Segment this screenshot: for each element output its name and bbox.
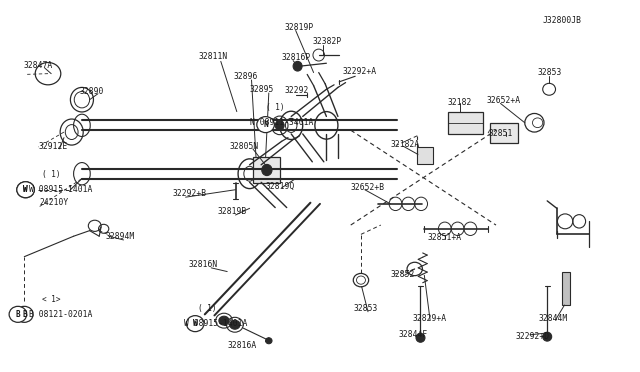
Text: 32894M: 32894M (106, 232, 135, 241)
Text: 32853: 32853 (538, 68, 562, 77)
Ellipse shape (15, 306, 33, 323)
Text: ( 1): ( 1) (198, 304, 217, 313)
Text: 32853: 32853 (354, 304, 378, 313)
Text: 32851: 32851 (488, 129, 513, 138)
Ellipse shape (266, 338, 272, 344)
Text: ( 1): ( 1) (266, 103, 284, 112)
Bar (490, 123, 518, 143)
Ellipse shape (230, 320, 240, 329)
Bar (562, 272, 570, 305)
Text: 32847A: 32847A (24, 61, 53, 70)
Text: 32811N: 32811N (198, 52, 228, 61)
Text: W 08915-1401A: W 08915-1401A (29, 185, 92, 194)
Ellipse shape (543, 332, 552, 341)
Ellipse shape (257, 116, 275, 133)
Text: B: B (15, 310, 20, 319)
Ellipse shape (219, 316, 229, 325)
Text: 32829+A: 32829+A (413, 314, 447, 323)
Text: 32182: 32182 (448, 98, 472, 107)
Text: 32292+A: 32292+A (342, 67, 376, 76)
Text: 32652+B: 32652+B (351, 183, 385, 192)
Text: 32382P: 32382P (312, 37, 342, 46)
Text: W 08915-1401A: W 08915-1401A (184, 319, 248, 328)
Text: W: W (23, 185, 28, 194)
Text: 32844M: 32844M (539, 314, 568, 323)
Text: ( 1): ( 1) (42, 170, 60, 179)
Text: 32816A: 32816A (227, 341, 257, 350)
Text: N 08911-3401A: N 08911-3401A (250, 118, 313, 127)
Ellipse shape (293, 61, 302, 71)
Text: 32851+A: 32851+A (428, 233, 461, 242)
Text: 32292: 32292 (285, 86, 309, 95)
Text: J32800JB: J32800JB (543, 16, 582, 25)
Ellipse shape (275, 121, 284, 130)
Ellipse shape (17, 182, 35, 198)
Bar (253, 157, 280, 183)
Text: 32292+D: 32292+D (515, 332, 549, 341)
Text: 32652+A: 32652+A (486, 96, 520, 105)
Ellipse shape (9, 306, 27, 323)
Text: B 08121-0201A: B 08121-0201A (29, 310, 92, 319)
Text: 32292+B: 32292+B (173, 189, 207, 198)
Text: 32852: 32852 (390, 270, 415, 279)
Bar (448, 112, 483, 134)
Bar (417, 147, 433, 164)
Text: 32816P: 32816P (282, 53, 311, 62)
Ellipse shape (262, 164, 272, 176)
Text: N: N (263, 120, 268, 129)
Text: < 1>: < 1> (42, 295, 60, 304)
Text: 32805N: 32805N (229, 142, 259, 151)
Text: 32890: 32890 (80, 87, 104, 96)
Text: B: B (22, 310, 27, 319)
Text: 32819Q: 32819Q (266, 182, 295, 190)
Text: 32844F: 32844F (398, 330, 428, 339)
Text: 24210Y: 24210Y (40, 198, 69, 207)
Text: 32819B: 32819B (218, 207, 247, 216)
Ellipse shape (17, 182, 35, 198)
Ellipse shape (186, 315, 204, 332)
Text: 32896: 32896 (234, 72, 258, 81)
Ellipse shape (416, 333, 425, 342)
Text: 32912E: 32912E (38, 142, 68, 151)
Text: 32895: 32895 (250, 85, 274, 94)
Text: 32819P: 32819P (285, 23, 314, 32)
Text: W: W (193, 319, 198, 328)
Text: 32182A: 32182A (390, 140, 420, 149)
Text: W: W (23, 185, 28, 194)
Text: 32816N: 32816N (189, 260, 218, 269)
